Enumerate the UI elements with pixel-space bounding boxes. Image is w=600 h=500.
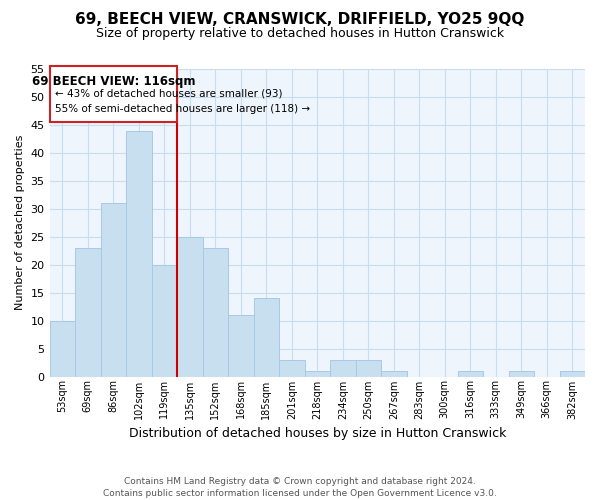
Bar: [50, 320, 75, 376]
Text: ← 43% of detached houses are smaller (93): ← 43% of detached houses are smaller (93…: [55, 88, 282, 99]
Bar: [330, 360, 356, 376]
Bar: [126, 130, 152, 376]
Bar: [560, 371, 585, 376]
Text: Size of property relative to detached houses in Hutton Cranswick: Size of property relative to detached ho…: [96, 28, 504, 40]
Bar: [177, 236, 203, 376]
Y-axis label: Number of detached properties: Number of detached properties: [15, 135, 25, 310]
Bar: [381, 371, 407, 376]
Text: 69 BEECH VIEW: 116sqm: 69 BEECH VIEW: 116sqm: [32, 74, 195, 88]
Bar: [356, 360, 381, 376]
Bar: [279, 360, 305, 376]
Bar: [509, 371, 534, 376]
X-axis label: Distribution of detached houses by size in Hutton Cranswick: Distribution of detached houses by size …: [128, 427, 506, 440]
Bar: [458, 371, 483, 376]
Text: 55% of semi-detached houses are larger (118) →: 55% of semi-detached houses are larger (…: [55, 104, 310, 114]
Bar: [101, 203, 126, 376]
Bar: [152, 264, 177, 376]
Bar: [228, 315, 254, 376]
Bar: [50, 66, 177, 122]
Bar: [305, 371, 330, 376]
Text: 69, BEECH VIEW, CRANSWICK, DRIFFIELD, YO25 9QQ: 69, BEECH VIEW, CRANSWICK, DRIFFIELD, YO…: [76, 12, 524, 28]
Text: Contains HM Land Registry data © Crown copyright and database right 2024.
Contai: Contains HM Land Registry data © Crown c…: [103, 476, 497, 498]
Bar: [254, 298, 279, 376]
Bar: [75, 248, 101, 376]
Bar: [203, 248, 228, 376]
